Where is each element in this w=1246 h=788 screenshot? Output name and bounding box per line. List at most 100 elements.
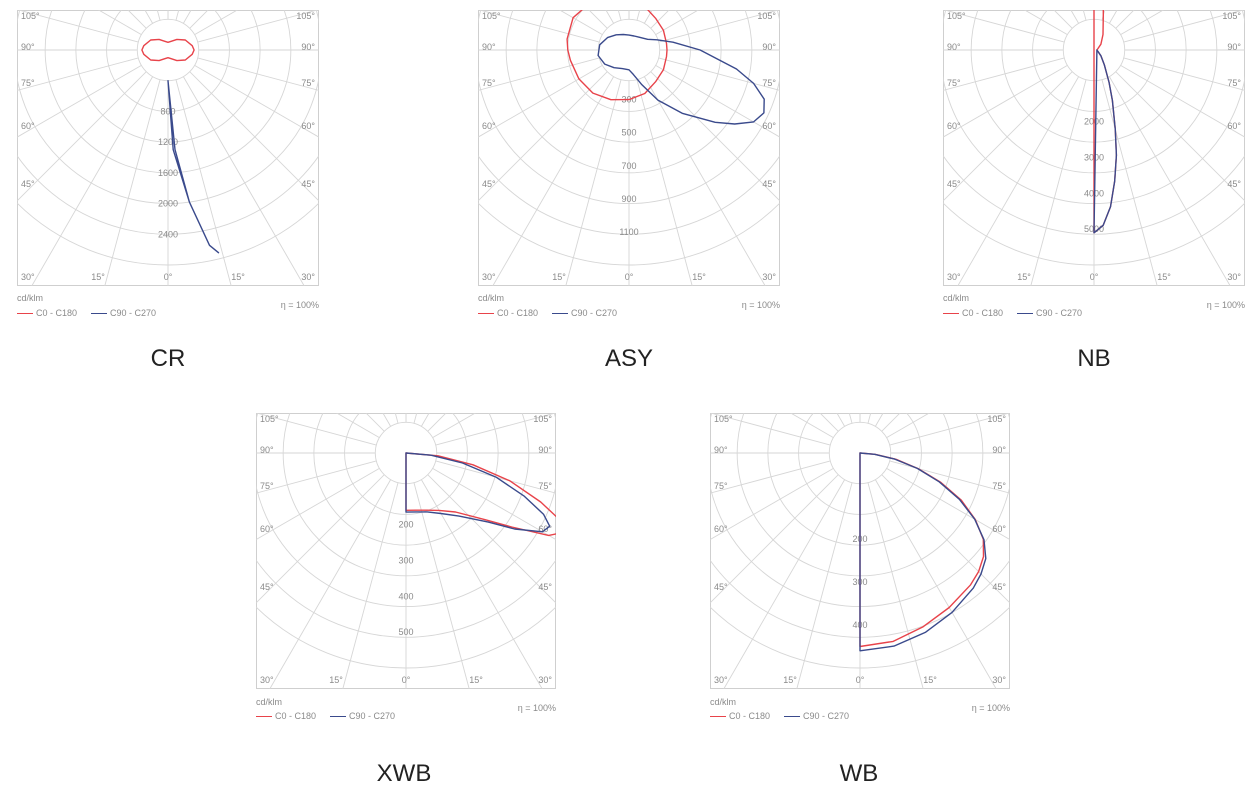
angle-label: 105° — [482, 11, 501, 21]
angle-label: 45° — [1227, 179, 1241, 189]
angle-label: 15° — [469, 675, 483, 685]
legend-item-c90: C90 - C270 — [784, 711, 849, 721]
grid-spoke — [558, 10, 603, 36]
legend-swatch-c0 — [478, 312, 494, 314]
legend-label-c90: C90 - C270 — [571, 308, 618, 318]
curve-c0-c180 — [405, 452, 556, 537]
grid-spoke — [427, 474, 556, 604]
grid-spoke — [636, 79, 693, 286]
grid-spoke — [256, 460, 377, 494]
grid-spoke — [413, 482, 470, 689]
legend-swatch-c0 — [710, 715, 726, 717]
radial-tick-label: 900 — [621, 194, 636, 204]
angle-label: 15° — [923, 675, 937, 685]
curve-c90-c270 — [1093, 49, 1118, 234]
legend-swatch-c90 — [91, 312, 108, 314]
angle-label: 0° — [625, 272, 634, 282]
legend-item-c90: C90 - C270 — [330, 711, 395, 721]
radial-tick-label: 800 — [160, 106, 175, 116]
angle-label: 60° — [714, 524, 728, 534]
grid-spoke — [889, 413, 1010, 446]
angle-label: 75° — [714, 481, 728, 491]
legend-swatch-c90 — [1017, 312, 1034, 314]
panel-label-nb: NB — [1077, 345, 1111, 372]
angle-label: 90° — [482, 42, 496, 52]
radial-tick-label: 300 — [398, 556, 413, 566]
radial-tick-label: 500 — [621, 128, 636, 138]
panel-label-xwb: XWB — [376, 760, 432, 787]
grid-spoke — [1123, 57, 1245, 91]
grid-spoke — [189, 71, 319, 202]
grid-spoke — [256, 467, 380, 541]
legend: C0 - C180 C90 - C270 — [710, 711, 863, 721]
polar-chart-asy: 105° 105° 90° 90° 75° 75° 60° 60° 45° 45° 30° 15° 0°… — [478, 10, 780, 286]
grid-spoke — [194, 64, 319, 138]
diagram-panel-asy: 105° 105° 90° 90° 75° 75° 60° 60° 45° 45° 30° 15° 0°… — [478, 10, 780, 330]
angle-label: 90° — [260, 445, 274, 455]
legend-label-c0: C0 - C180 — [962, 308, 1004, 318]
angle-label: 75° — [21, 78, 35, 88]
angle-label: 60° — [301, 121, 315, 131]
angle-label: 45° — [482, 179, 496, 189]
curve-c0-c180 — [141, 38, 195, 62]
angle-label: 60° — [992, 524, 1006, 534]
angle-label: 105° — [296, 11, 315, 21]
grid-spoke — [194, 10, 239, 36]
angle-label: 15° — [552, 272, 566, 282]
angle-label: 15° — [1017, 272, 1031, 282]
angle-label: 30° — [992, 675, 1006, 685]
curve-c90-c270 — [597, 33, 765, 125]
polar-chart-cr: 105° 105° 90° 90° 75° 75° 60° 60° 45° 45° 30° 15° 0°… — [17, 10, 319, 286]
angle-label: 30° — [538, 675, 552, 685]
angle-label: 90° — [762, 42, 776, 52]
panel-label-wb: WB — [839, 760, 879, 787]
efficiency-label: η = 100% — [1206, 300, 1245, 310]
grid-spoke — [943, 71, 1073, 202]
grid-spoke — [710, 474, 839, 604]
curve-c0-c180 — [566, 10, 668, 101]
angle-label: 75° — [762, 78, 776, 88]
grid-spoke — [1115, 71, 1245, 202]
angle-label: 45° — [714, 582, 728, 592]
efficiency-label: η = 100% — [280, 300, 319, 310]
grid-spoke — [565, 79, 622, 286]
grid-spoke — [175, 79, 232, 286]
angle-label: 75° — [992, 481, 1006, 491]
radial-tick-label: 2400 — [158, 229, 178, 239]
angle-label: 0° — [856, 675, 865, 685]
grid-spoke — [655, 10, 700, 36]
grid-spoke — [1120, 64, 1245, 138]
angle-label: 15° — [783, 675, 797, 685]
grid-spoke — [478, 71, 608, 202]
grid-spoke — [478, 10, 600, 43]
grid-spoke — [1023, 10, 1068, 36]
grid-spoke — [643, 76, 766, 286]
grid-spoke — [650, 71, 780, 202]
grid-spoke — [874, 479, 997, 689]
angle-label: 60° — [1227, 121, 1241, 131]
legend-label-c90: C90 - C270 — [803, 711, 850, 721]
grid-spoke — [432, 413, 477, 439]
legend-label-c90: C90 - C270 — [110, 308, 157, 318]
grid-spoke — [1101, 79, 1158, 286]
radial-tick-label: 200 — [398, 520, 413, 530]
angle-label: 30° — [482, 272, 496, 282]
panel-label-asy: ASY — [604, 345, 654, 372]
radial-tick-label: 1200 — [158, 137, 178, 147]
angle-label: 90° — [538, 445, 552, 455]
angle-label: 60° — [482, 121, 496, 131]
legend-item-c0: C0 - C180 — [256, 711, 316, 721]
angle-label: 30° — [947, 272, 961, 282]
grid-spoke — [943, 64, 1068, 138]
grid-spoke — [182, 76, 305, 286]
grid-spoke — [17, 71, 147, 202]
grid-spoke — [1108, 76, 1231, 286]
unit-label: cd/klm — [17, 293, 44, 303]
legend-label-c90: C90 - C270 — [349, 711, 396, 721]
legend-label-c0: C0 - C180 — [729, 711, 771, 721]
grid-spoke — [1120, 10, 1165, 36]
angle-label: 105° — [260, 414, 279, 424]
angle-label: 90° — [714, 445, 728, 455]
radial-tick-label: 1600 — [158, 168, 178, 178]
angle-label: 45° — [947, 179, 961, 189]
